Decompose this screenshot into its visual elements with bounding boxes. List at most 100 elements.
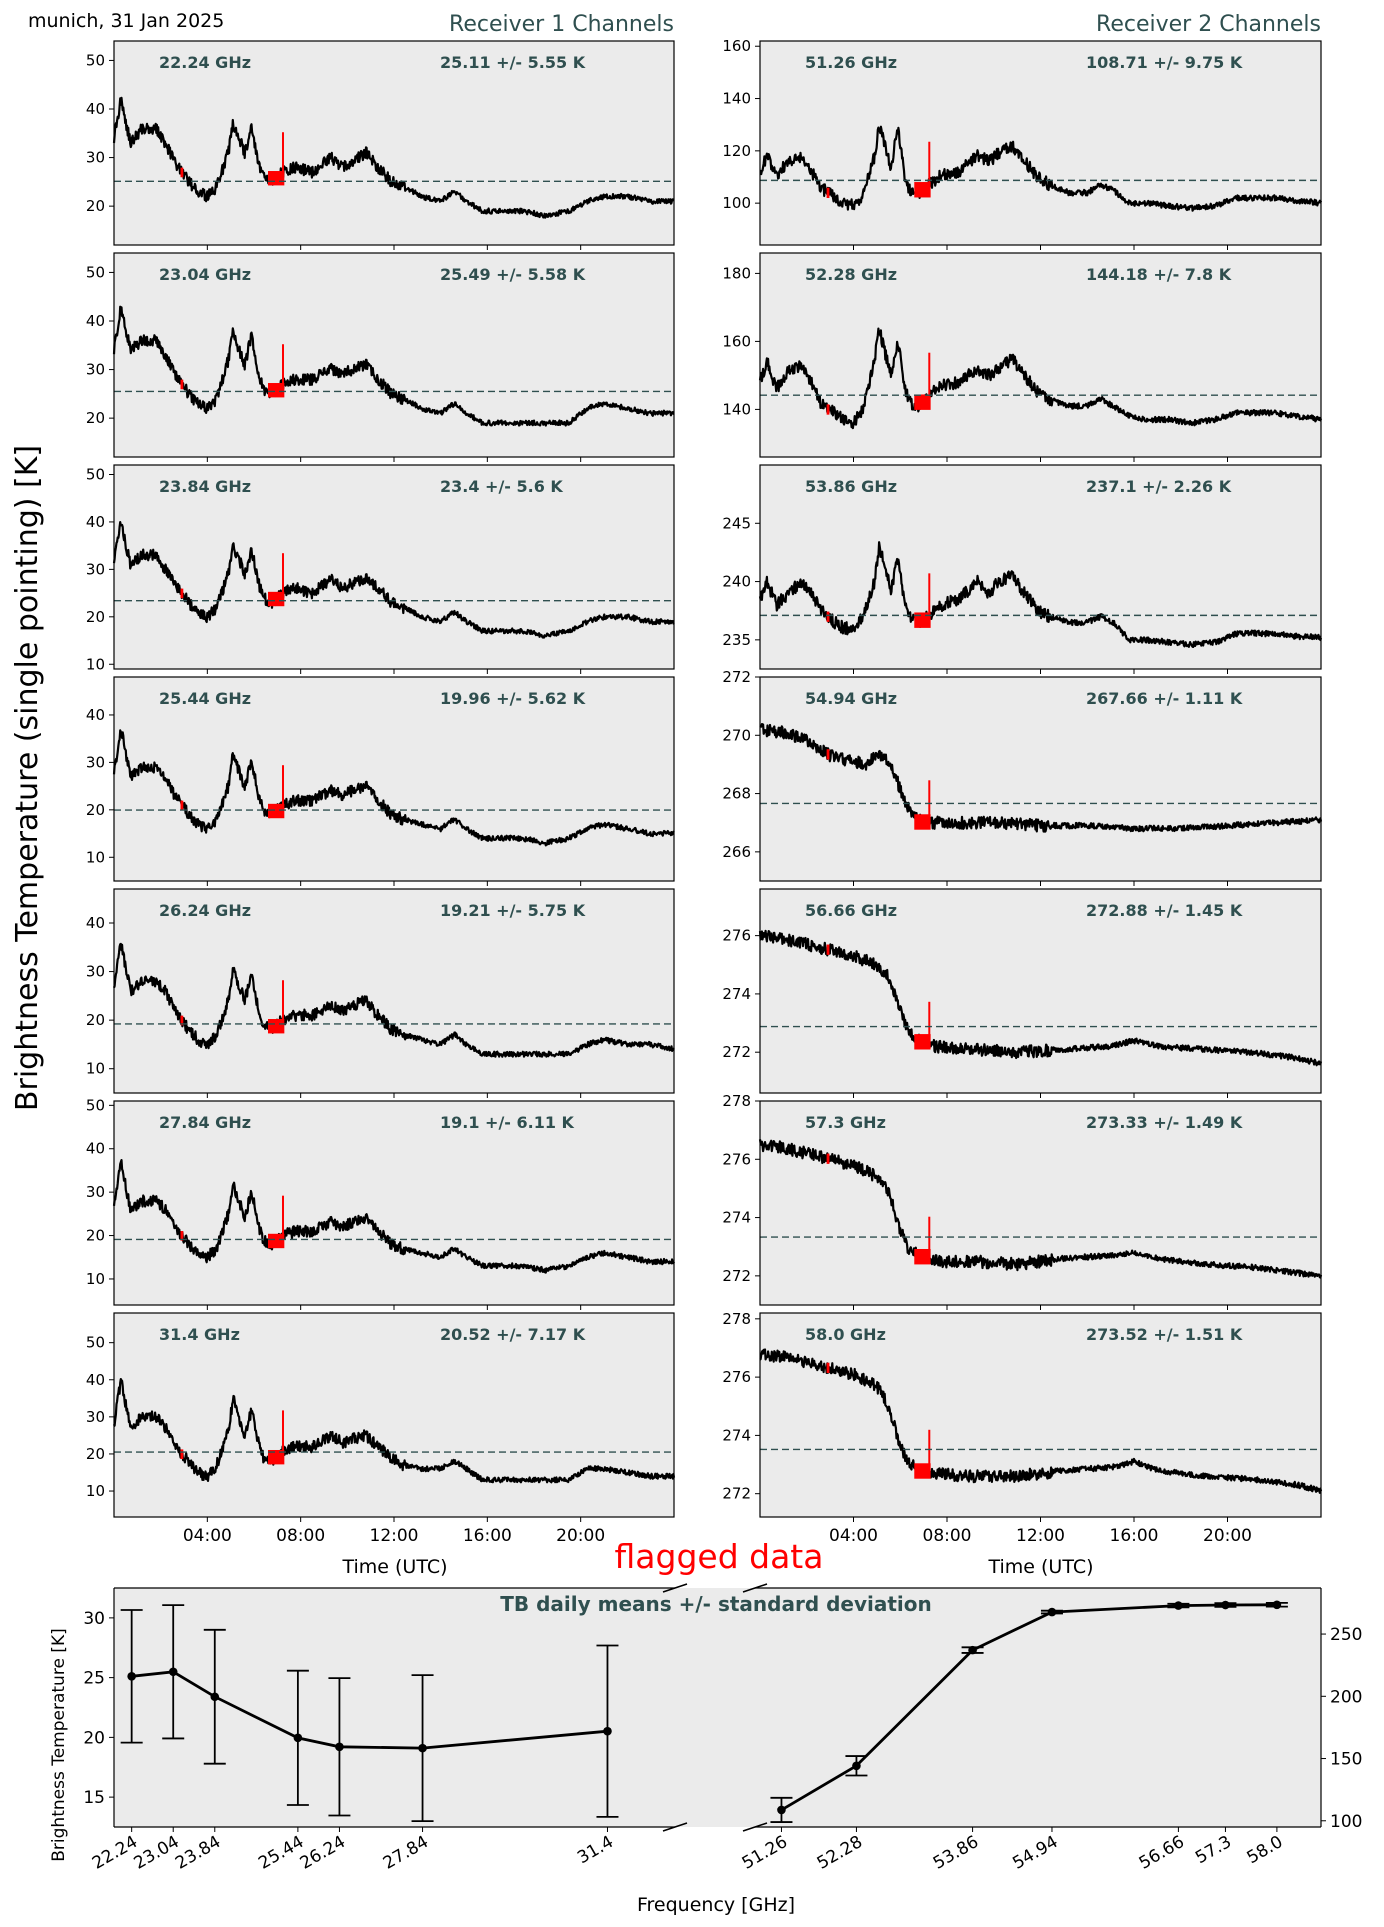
flagged-data-segment xyxy=(268,171,285,186)
x-tick-label: 04:00 xyxy=(829,1526,878,1546)
flagged-data-segment xyxy=(180,379,184,390)
channel-mean-std-label: 25.11 +/- 5.55 K xyxy=(440,53,586,72)
timeseries-panel: 20 30 40 50 22.24 GHz 25.11 +/- 5.55 K xyxy=(86,40,675,250)
panel-frame xyxy=(759,676,1322,882)
daily-mean-point xyxy=(852,1761,861,1771)
channel-mean-std-label: 23.4 +/- 5.6 K xyxy=(440,477,563,496)
daily-mean-point xyxy=(603,1726,612,1736)
flagged-data-segment xyxy=(282,1195,284,1240)
timeseries-panel: 10 20 30 40 50 27.84 GHz 19.1 +/- 6.11 K xyxy=(86,1096,675,1310)
flagged-data-segment xyxy=(914,1463,931,1479)
y-tick-label: 180 xyxy=(722,264,751,282)
panel-background xyxy=(760,1313,1321,1517)
flagged-data-segment xyxy=(914,394,931,410)
daily-mean-point xyxy=(968,1645,977,1655)
brightness-temperature-trace xyxy=(758,541,1323,648)
y-tick-label: 40 xyxy=(86,100,105,118)
flagged-data-segment xyxy=(268,803,285,819)
brightness-temperature-trace xyxy=(112,942,675,1058)
y-tick-label: 100 xyxy=(1330,1812,1362,1832)
x-tick-label: 54.94 xyxy=(1009,1832,1061,1874)
panel-background xyxy=(114,889,674,1093)
daily-mean-point xyxy=(1221,1600,1230,1610)
y-tick-label: 240 xyxy=(722,573,751,591)
panel-frame xyxy=(759,252,1322,458)
y-tick-label: 10 xyxy=(86,1270,105,1288)
y-tick-label: 20 xyxy=(86,1227,105,1245)
channel-frequency-label: 51.26 GHz xyxy=(805,53,897,72)
x-tick-label: 04:00 xyxy=(183,1526,232,1546)
flagged-data-segment xyxy=(914,612,931,628)
brightness-temperature-trace xyxy=(758,929,1323,1067)
x-tick-label: 57.3 xyxy=(1192,1832,1235,1868)
flagged-data-segment xyxy=(914,182,931,198)
figure-y-label: Brightness Temperature (single pointing)… xyxy=(10,445,45,1111)
flagged-data-segment xyxy=(928,1001,931,1049)
timeseries-panel: 20 30 40 50 23.04 GHz 25.49 +/- 5.58 K xyxy=(86,252,675,462)
y-tick-label: 274 xyxy=(722,1209,751,1227)
location-date-label: munich, 31 Jan 2025 xyxy=(28,10,224,32)
channel-mean-std-label: 20.52 +/- 7.17 K xyxy=(440,1325,586,1344)
x-tick-label: 27.84 xyxy=(380,1832,432,1874)
receiver-2-x-label: Time (UTC) xyxy=(987,1556,1093,1578)
panel-background xyxy=(114,1101,674,1305)
y-tick-label: 278 xyxy=(722,1310,751,1328)
timeseries-panel: 235 240 245 53.86 GHz 237.1 +/- 2.26 K xyxy=(722,464,1323,674)
y-tick-label: 10 xyxy=(86,1482,105,1500)
flagged-data-segment xyxy=(826,1362,830,1373)
y-tick-label: 120 xyxy=(722,142,751,160)
x-tick-label: 22.24 xyxy=(89,1832,141,1874)
y-tick-label: 268 xyxy=(722,785,751,803)
y-tick-label: 50 xyxy=(86,1096,105,1114)
daily-mean-point xyxy=(210,1692,220,1702)
channel-frequency-label: 25.44 GHz xyxy=(159,689,251,708)
y-tick-label: 50 xyxy=(86,51,105,69)
y-tick-label: 30 xyxy=(86,149,105,167)
channel-frequency-label: 58.0 GHz xyxy=(805,1325,886,1344)
brightness-temperature-trace xyxy=(758,327,1323,430)
y-tick-label: 272 xyxy=(722,1267,751,1285)
panel-background xyxy=(114,1313,674,1517)
summary-title: TB daily means +/- standard deviation xyxy=(500,1592,932,1616)
panel-frame xyxy=(759,1312,1322,1518)
timeseries-panel: 10 20 30 40 26.24 GHz 19.21 +/- 5.75 K xyxy=(86,888,675,1098)
y-tick-label: 266 xyxy=(722,843,751,861)
y-tick-label: 200 xyxy=(1330,1687,1362,1707)
flagged-data-segment xyxy=(826,404,830,415)
x-tick-label: 58.0 xyxy=(1244,1832,1287,1868)
panel-background xyxy=(760,677,1321,881)
y-tick-label: 20 xyxy=(86,409,105,427)
y-tick-label: 274 xyxy=(722,985,751,1003)
flagged-data-segment xyxy=(268,591,285,607)
y-tick-label: 278 xyxy=(722,1092,751,1110)
y-tick-label: 40 xyxy=(86,513,105,531)
y-tick-label: 140 xyxy=(722,400,751,418)
x-tick-label: 08:00 xyxy=(923,1526,972,1546)
x-tick-label: 26.24 xyxy=(297,1832,349,1874)
y-tick-label: 272 xyxy=(722,668,751,686)
flagged-data-segment xyxy=(282,553,284,598)
flagged-data-label: flagged data xyxy=(615,1537,824,1576)
daily-mean-point xyxy=(127,1672,136,1681)
daily-mean-point xyxy=(1174,1601,1183,1610)
y-tick-label: 160 xyxy=(722,332,751,350)
panel-frame xyxy=(113,40,675,246)
brightness-temperature-trace xyxy=(759,1348,1323,1494)
channel-frequency-label: 26.24 GHz xyxy=(159,901,251,920)
flagged-data-segment xyxy=(180,1015,184,1026)
y-tick-label: 150 xyxy=(1330,1750,1362,1770)
y-tick-label: 40 xyxy=(86,914,105,932)
panel-frame xyxy=(113,676,675,882)
flagged-data-segment xyxy=(914,1034,931,1050)
axis-break-mark xyxy=(742,1583,768,1593)
receiver-1-x-label: Time (UTC) xyxy=(341,1556,447,1578)
flagged-data-segment xyxy=(914,1248,931,1265)
panel-background xyxy=(114,41,674,245)
y-tick-label: 274 xyxy=(722,1426,751,1444)
channel-frequency-label: 56.66 GHz xyxy=(805,901,897,920)
daily-mean-point xyxy=(1272,1600,1282,1610)
timeseries-panels: 20 30 40 50 22.24 GHz 25.11 +/- 5.55 K 20 30 40 5… xyxy=(86,37,1323,1546)
summary-background xyxy=(114,1588,1321,1827)
